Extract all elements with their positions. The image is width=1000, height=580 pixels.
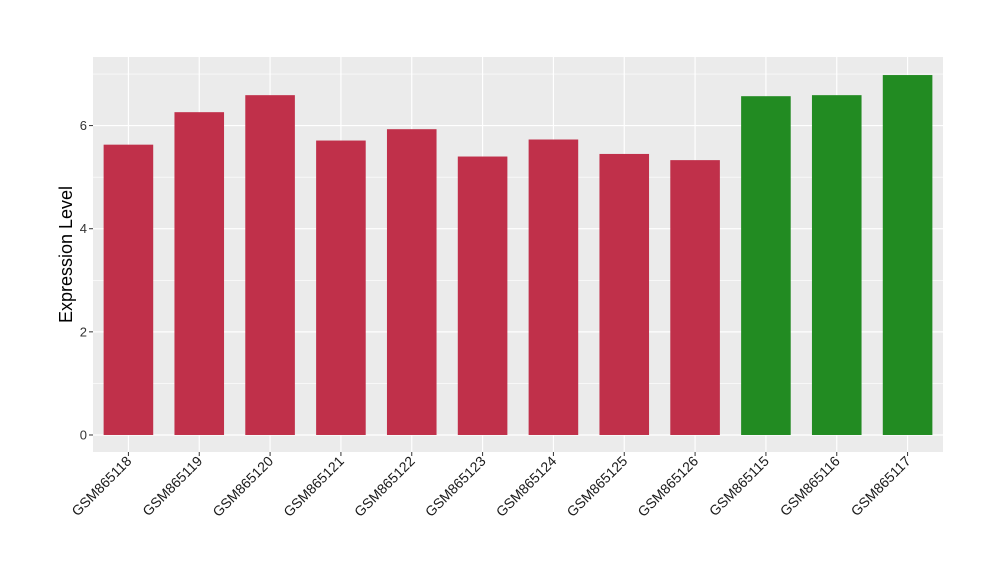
y-axis: 0 2 4 6 <box>80 118 93 442</box>
bar-GSM865121 <box>316 140 366 435</box>
x-axis: GSM865118 GSM865119 GSM865120 GSM865121 GSM8… <box>68 452 914 520</box>
x-tick-label: GSM865126 <box>634 453 701 520</box>
y-tick-label: 6 <box>80 118 87 133</box>
plot-panel <box>93 57 943 452</box>
bar-GSM865118 <box>103 144 154 435</box>
bar-GSM865126 <box>670 160 720 435</box>
x-tick-label: GSM865120 <box>209 453 276 520</box>
y-tick-label: 2 <box>80 324 87 339</box>
bar-GSM865115 <box>741 96 791 435</box>
y-tick-label: 4 <box>80 221 87 236</box>
minor-gridlines <box>93 73 943 384</box>
bar-GSM865125 <box>599 153 650 435</box>
x-tick-label: GSM865116 <box>777 453 843 519</box>
bar-GSM865124 <box>528 139 579 435</box>
x-tick-label: GSM865122 <box>351 453 418 520</box>
bar-GSM865120 <box>245 95 295 435</box>
bar-GSM865123 <box>457 156 508 435</box>
x-tick-label: GSM865125 <box>563 453 630 520</box>
x-tick-label: GSM865119 <box>139 453 205 519</box>
bar-GSM865122 <box>386 129 437 435</box>
x-tick-label: GSM865123 <box>422 453 489 520</box>
x-tick-label: GSM865121 <box>280 453 347 520</box>
bar-GSM865119 <box>174 112 225 435</box>
y-tick-label: 0 <box>80 427 87 442</box>
y-axis-title: Expression Level <box>56 186 76 323</box>
x-tick-label: GSM865118 <box>68 453 134 519</box>
bar-GSM865116 <box>811 95 862 435</box>
x-tick-label: GSM865115 <box>706 453 772 519</box>
bars <box>103 75 933 435</box>
x-tick-label: GSM865124 <box>493 453 560 520</box>
x-tick-label: GSM865117 <box>848 453 914 519</box>
bar-GSM865117 <box>882 75 933 435</box>
